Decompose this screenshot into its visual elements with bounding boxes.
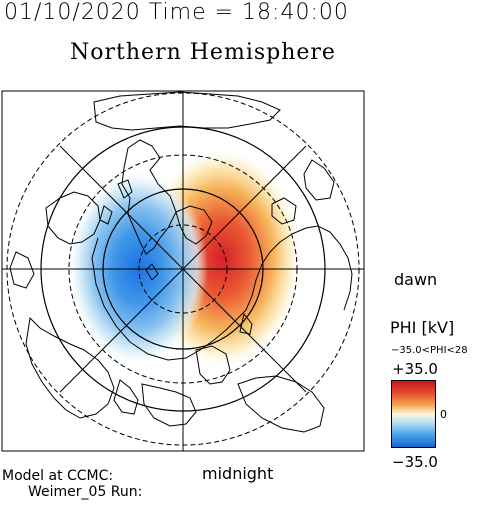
colorbar-min-label: −35.0 bbox=[392, 453, 438, 471]
model-label: Model at CCMC: bbox=[2, 468, 114, 484]
meridian-line bbox=[59, 145, 307, 393]
colorbar bbox=[391, 380, 436, 448]
polar-potential-map bbox=[1, 90, 365, 452]
run-label: Weimer_05 Run: bbox=[28, 484, 143, 500]
dawn-label: dawn bbox=[394, 270, 438, 289]
colorbar-zero-label: 0 bbox=[440, 408, 447, 421]
hemisphere-title: Northern Hemisphere bbox=[70, 40, 336, 65]
colorbar-title: PHI [kV] bbox=[390, 318, 455, 337]
timestamp-header: 01/10/2020 Time = 18:40:00 bbox=[4, 0, 349, 25]
colorbar-max-label: +35.0 bbox=[392, 360, 438, 378]
coastlines bbox=[9, 91, 353, 433]
colorbar-range: −35.0<PHI<28 bbox=[391, 345, 468, 356]
midnight-label: midnight bbox=[202, 464, 274, 483]
negative-potential-cell bbox=[68, 170, 208, 366]
